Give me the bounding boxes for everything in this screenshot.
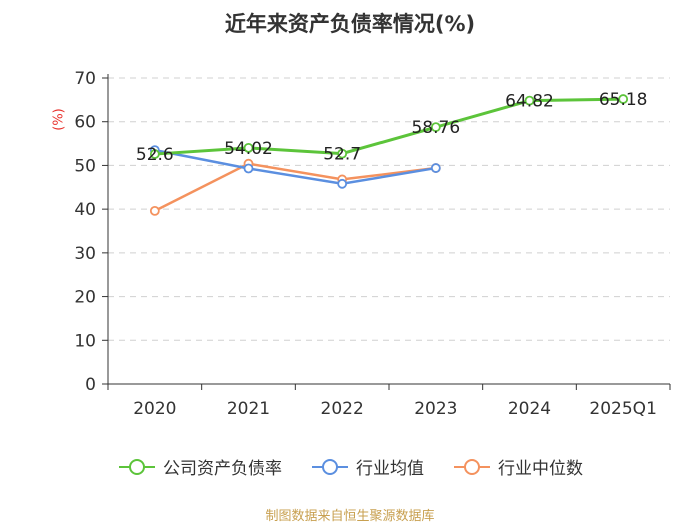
data-point: [243, 163, 254, 174]
legend-item-industry-median[interactable]: 行业中位数: [452, 454, 583, 479]
series-line: [154, 148, 437, 186]
y-tick-label: 20: [74, 288, 96, 308]
legend-label-industry-mean: 行业均值: [356, 459, 424, 479]
x-tick-label: 2021: [227, 399, 270, 419]
data-label: 64.82: [505, 92, 554, 112]
legend-marker-industry-median: [454, 458, 490, 475]
x-tick-label: 2022: [321, 399, 364, 419]
data-label: 65.18: [599, 90, 648, 110]
x-tick-label: 2020: [133, 399, 176, 419]
data-point: [337, 178, 348, 189]
data-point: [149, 149, 160, 159]
series-line: [154, 97, 624, 156]
legend-marker-company: [119, 458, 155, 475]
y-tick-label: 60: [74, 113, 96, 133]
chart-plot: 0 10 20 30 40 50 60 70 2020 2021 2022 2023 2024 2025Q…: [74, 69, 671, 419]
data-point: [430, 122, 441, 133]
y-tick-label: 0: [85, 375, 96, 395]
chart-title: 近年来资产负债率情况(%): [224, 12, 476, 36]
y-tick-label: 50: [74, 156, 96, 176]
y-tick-label: 10: [74, 331, 96, 351]
data-label: 58.76: [411, 118, 460, 138]
legend-item-industry-mean[interactable]: 行业均值: [310, 454, 424, 479]
legend: 公司资产负债率 行业均值 行业中位数: [0, 454, 700, 479]
data-point: [524, 95, 535, 106]
data-point: [337, 148, 348, 159]
data-point: [618, 94, 629, 104]
legend-marker-industry-mean: [312, 458, 348, 475]
data-point: [243, 142, 254, 153]
data-label: 52.6: [136, 145, 174, 165]
x-tick-label: 2024: [508, 399, 551, 419]
legend-item-company[interactable]: 公司资产负债率: [117, 454, 282, 479]
data-source-note: 制图数据来自恒生聚源数据库: [265, 509, 435, 524]
x-tick-label: 2023: [414, 399, 457, 419]
data-point: [149, 205, 160, 216]
series-line: [154, 162, 436, 213]
data-label: 54.02: [224, 139, 273, 159]
x-tick-label: 2025Q1: [589, 399, 656, 419]
data-label: 52.7: [323, 145, 361, 165]
y-tick-label: 30: [74, 244, 96, 264]
legend-label-industry-median: 行业中位数: [498, 459, 583, 479]
y-tick-label: 70: [74, 69, 96, 89]
y-tick-label: 40: [74, 200, 96, 220]
data-point: [430, 163, 441, 173]
legend-label-company: 公司资产负债率: [163, 459, 282, 479]
